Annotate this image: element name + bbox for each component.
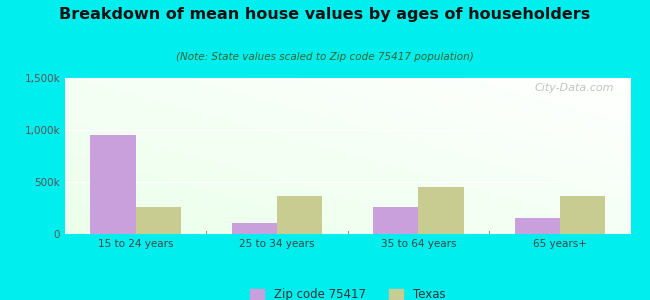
Bar xyxy=(560,196,605,234)
Bar xyxy=(277,196,322,234)
Text: Breakdown of mean house values by ages of householders: Breakdown of mean house values by ages o… xyxy=(59,8,591,22)
Text: City-Data.com: City-Data.com xyxy=(534,83,614,93)
Bar xyxy=(90,135,136,234)
Bar xyxy=(232,223,277,234)
Bar xyxy=(373,207,419,234)
Bar xyxy=(136,208,181,234)
Text: (Note: State values scaled to Zip code 75417 population): (Note: State values scaled to Zip code 7… xyxy=(176,52,474,62)
Legend: Zip code 75417, Texas: Zip code 75417, Texas xyxy=(245,284,450,300)
Bar xyxy=(515,218,560,234)
Bar xyxy=(419,187,463,234)
